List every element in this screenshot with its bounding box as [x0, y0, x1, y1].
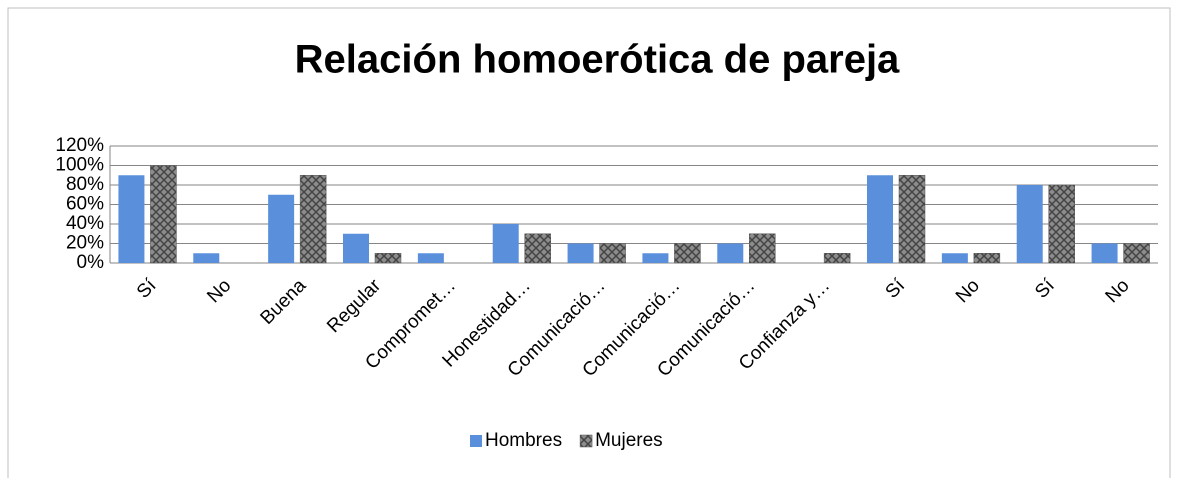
y-tick-label: 0%: [77, 252, 105, 273]
legend-label: Mujeres: [595, 430, 663, 451]
bar: [524, 233, 551, 264]
y-tick-label: 120%: [55, 135, 104, 156]
x-tick-label: No: [203, 275, 235, 307]
legend-swatch: [470, 435, 482, 447]
legend-swatch: [579, 434, 593, 448]
bar: [973, 253, 1001, 264]
bar: [417, 253, 444, 263]
bar: [118, 175, 145, 263]
bar: [1123, 243, 1150, 264]
chart-title: Relación homoerótica de pareja: [295, 38, 900, 82]
bar: [1016, 185, 1043, 263]
legend-label: Hombres: [485, 430, 562, 451]
y-tick-label: 20%: [66, 233, 104, 254]
x-tick-label: No: [952, 275, 984, 307]
bar: [717, 243, 744, 263]
bar: [268, 194, 295, 263]
bar: [599, 243, 626, 264]
bar: [193, 253, 220, 263]
x-tick-label: Regular: [323, 275, 385, 337]
bar: [150, 165, 177, 264]
bar: [492, 224, 519, 263]
bar: [941, 253, 968, 263]
x-tick-label: Sí: [882, 275, 910, 303]
x-tick-label: No: [1102, 275, 1134, 307]
bar: [1048, 184, 1075, 264]
x-tick-label: Sí: [1031, 275, 1059, 303]
bar: [1091, 243, 1118, 263]
y-tick-label: 80%: [66, 174, 104, 195]
bar: [898, 175, 926, 264]
bar: [749, 233, 776, 264]
bar: [642, 253, 669, 263]
y-tick-label: 100%: [55, 155, 104, 176]
x-tick-label: Buena: [257, 275, 311, 329]
chart-frame: [7, 7, 1171, 478]
bar: [374, 253, 402, 264]
y-tick-label: 60%: [66, 194, 104, 215]
bar: [299, 175, 327, 264]
y-tick-label: 40%: [66, 213, 104, 234]
bar: [823, 253, 851, 264]
bar: [567, 243, 594, 263]
bar: [674, 243, 701, 264]
x-tick-label: Sí: [133, 275, 161, 303]
bar: [343, 233, 369, 263]
bar: [867, 175, 893, 263]
